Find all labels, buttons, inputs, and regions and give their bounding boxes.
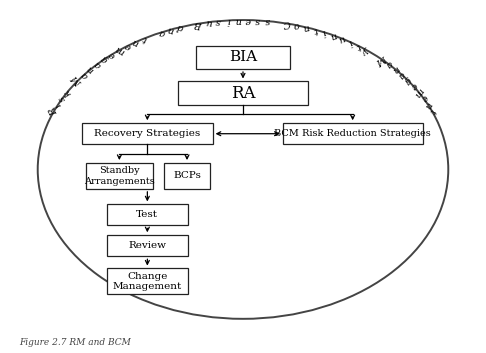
Text: Recovery Strategies: Recovery Strategies	[94, 129, 201, 138]
Text: e: e	[123, 41, 132, 51]
Text: M: M	[375, 53, 388, 66]
Text: o: o	[293, 20, 300, 30]
Text: n: n	[235, 16, 242, 25]
Text: e: e	[107, 49, 117, 60]
Text: R: R	[48, 106, 60, 116]
Text: e: e	[408, 81, 418, 91]
Text: i: i	[321, 28, 327, 37]
Text: a: a	[79, 69, 89, 80]
Text: u: u	[205, 17, 212, 27]
Text: a: a	[158, 27, 166, 37]
Text: n: n	[86, 64, 96, 74]
Text: t: t	[355, 41, 362, 51]
Text: y: y	[362, 45, 371, 55]
Text: u: u	[337, 33, 346, 44]
Text: g: g	[100, 54, 110, 65]
Text: Standby
Arrangements: Standby Arrangements	[84, 166, 155, 186]
Text: n: n	[329, 30, 337, 41]
Text: t: t	[427, 107, 437, 115]
FancyBboxPatch shape	[283, 123, 423, 144]
Text: n: n	[302, 22, 310, 32]
Text: g: g	[402, 75, 413, 85]
Text: d: d	[176, 22, 184, 32]
Text: e: e	[418, 93, 429, 103]
Text: BIA: BIA	[229, 50, 257, 64]
Text: a: a	[383, 59, 394, 70]
Text: a: a	[397, 69, 407, 80]
Text: i: i	[226, 16, 230, 25]
Text: s: s	[255, 16, 260, 25]
Text: B: B	[195, 18, 204, 29]
Text: n: n	[167, 24, 175, 35]
Text: Figure 2.7 RM and BCM: Figure 2.7 RM and BCM	[19, 338, 131, 347]
FancyBboxPatch shape	[106, 204, 188, 226]
Text: a: a	[92, 59, 103, 70]
Text: t: t	[141, 34, 148, 43]
FancyBboxPatch shape	[82, 123, 213, 144]
Text: Review: Review	[128, 241, 166, 250]
FancyBboxPatch shape	[86, 163, 153, 189]
Text: m: m	[113, 44, 126, 56]
Text: n: n	[131, 37, 140, 47]
Text: e: e	[245, 16, 251, 25]
Text: n: n	[390, 64, 400, 74]
FancyBboxPatch shape	[164, 163, 210, 189]
Text: M: M	[71, 73, 85, 87]
Text: BCM Risk Reduction Strategies: BCM Risk Reduction Strategies	[274, 129, 431, 138]
FancyBboxPatch shape	[196, 46, 290, 69]
Text: RA: RA	[231, 85, 255, 102]
Text: t: t	[312, 25, 318, 34]
Text: C: C	[282, 18, 291, 29]
Text: Change
Management: Change Management	[113, 272, 182, 291]
Text: m: m	[412, 86, 425, 98]
FancyBboxPatch shape	[178, 82, 308, 105]
Text: s: s	[57, 94, 68, 103]
Text: s: s	[216, 16, 222, 26]
Text: BCPs: BCPs	[173, 172, 201, 180]
Text: n: n	[422, 100, 434, 110]
FancyBboxPatch shape	[106, 269, 188, 294]
Text: k: k	[62, 87, 73, 97]
FancyBboxPatch shape	[106, 235, 188, 256]
Text: Test: Test	[137, 210, 158, 220]
Text: i: i	[53, 101, 63, 108]
Text: s: s	[264, 16, 270, 26]
Text: i: i	[347, 37, 353, 47]
